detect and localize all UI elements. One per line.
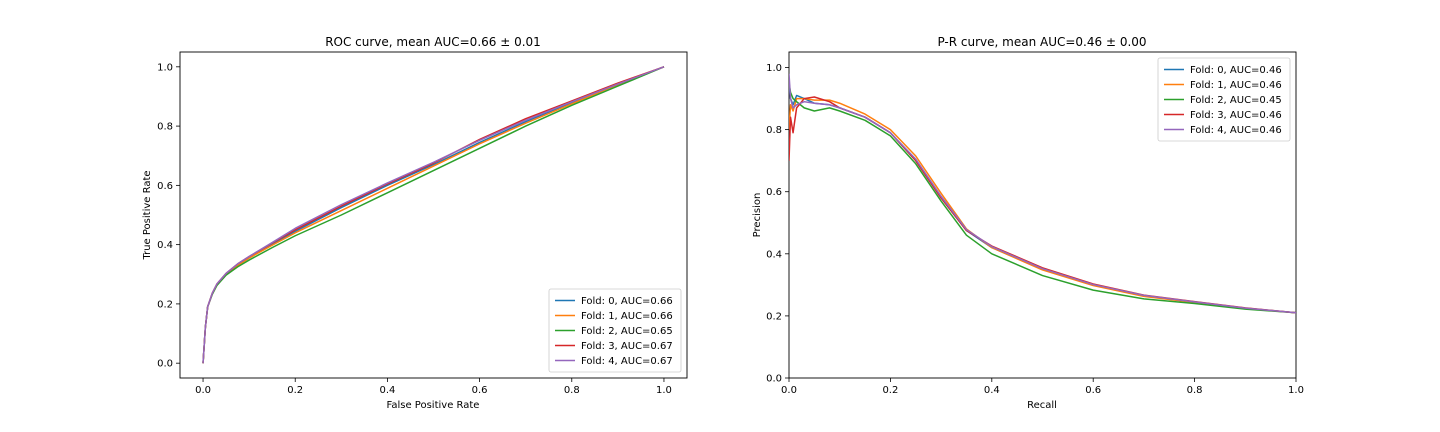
pr-legend: Fold: 0, AUC=0.46 Fold: 1, AUC=0.46 Fold: … [1157, 57, 1291, 142]
pr-y-tick-label: 1.0 [766, 63, 782, 74]
pr-x-tick-label: 0.4 [984, 385, 1000, 396]
pr-series-line-fold-4 [789, 73, 1296, 314]
roc-y-axis-label: True Positive Rate [142, 170, 153, 260]
roc-legend-label-fold-3: Fold: 3, AUC=0.67 [581, 341, 673, 352]
pr-series-line-fold-1 [789, 97, 1296, 314]
roc-x-tick-label: 0.0 [195, 385, 211, 396]
roc-legend-box [548, 288, 682, 373]
pr-y-tick-label: 0.6 [766, 187, 782, 198]
pr-series-line-fold-2 [789, 82, 1296, 314]
roc-plot-area: 0.0 0.2 0.4 0.6 0.8 1.0 0.0 0.2 0.4 0.6 0.8 1.0 Fold… [157, 51, 688, 396]
pr-y-axis-label: Precision [752, 193, 763, 238]
pr-curves [789, 73, 1296, 314]
pr-y-tick-label: 0.0 [766, 374, 782, 385]
roc-legend-label-fold-4: Fold: 4, AUC=0.67 [581, 356, 673, 367]
roc-x-tick-label: 0.8 [564, 385, 580, 396]
roc-legend-label-fold-2: Fold: 2, AUC=0.65 [581, 326, 673, 337]
pr-x-tick-label: 0.6 [1085, 385, 1101, 396]
pr-legend-label-fold-1: Fold: 1, AUC=0.46 [1190, 80, 1282, 91]
pr-chart-title: P-R curve, mean AUC=0.46 ± 0.00 [937, 35, 1146, 49]
roc-series-line-fold-4 [202, 66, 665, 364]
pr-x-tick-label: 1.0 [1288, 385, 1304, 396]
pr-x-tick-label: 0.8 [1187, 385, 1203, 396]
roc-x-tick-label: 0.2 [287, 385, 303, 396]
pr-y-tick-label: 0.2 [766, 311, 782, 322]
roc-y-tick-label: 0.6 [157, 181, 173, 192]
pr-legend-label-fold-4: Fold: 4, AUC=0.46 [1190, 125, 1282, 136]
pr-axes-frame [788, 51, 1297, 379]
roc-chart: ROC curve, mean AUC=0.66 ± 0.01 0.0 0.2 0.… [142, 35, 688, 411]
roc-y-tick-label: 1.0 [157, 62, 173, 73]
roc-curves [202, 66, 665, 364]
pr-legend-label-fold-0: Fold: 0, AUC=0.46 [1190, 65, 1282, 76]
pr-x-tick-label: 0.0 [781, 385, 797, 396]
pr-y-tick-label: 0.8 [766, 125, 782, 136]
roc-y-tick-label: 0.4 [157, 240, 173, 251]
pr-plot-area: 0.0 0.2 0.4 0.6 0.8 1.0 0.0 0.2 0.4 0.6 0.8 1.0 Fold… [766, 51, 1304, 396]
roc-chart-title: ROC curve, mean AUC=0.66 ± 0.01 [325, 35, 541, 49]
pr-legend-label-fold-3: Fold: 3, AUC=0.46 [1190, 110, 1282, 121]
roc-legend-label-fold-1: Fold: 1, AUC=0.66 [581, 311, 673, 322]
roc-x-axis-label: False Positive Rate [387, 400, 480, 411]
roc-legend: Fold: 0, AUC=0.66 Fold: 1, AUC=0.66 Fold: … [548, 288, 682, 373]
pr-legend-label-fold-2: Fold: 2, AUC=0.45 [1190, 95, 1282, 106]
pr-chart: P-R curve, mean AUC=0.46 ± 0.00 0.0 0.2 0.… [752, 35, 1304, 411]
pr-y-tick-label: 0.4 [766, 249, 782, 260]
roc-x-tick-label: 1.0 [656, 385, 672, 396]
roc-axes-frame [179, 51, 688, 379]
roc-x-tick-label: 0.4 [379, 385, 395, 396]
pr-x-tick-label: 0.2 [882, 385, 898, 396]
roc-y-tick-label: 0.2 [157, 299, 173, 310]
roc-y-tick-label: 0.8 [157, 122, 173, 133]
roc-y-tick-label: 0.0 [157, 359, 173, 370]
roc-legend-label-fold-0: Fold: 0, AUC=0.66 [581, 296, 673, 307]
pr-x-axis-label: Recall [1027, 400, 1057, 411]
pr-legend-box [1157, 57, 1291, 142]
roc-x-tick-label: 0.6 [472, 385, 488, 396]
